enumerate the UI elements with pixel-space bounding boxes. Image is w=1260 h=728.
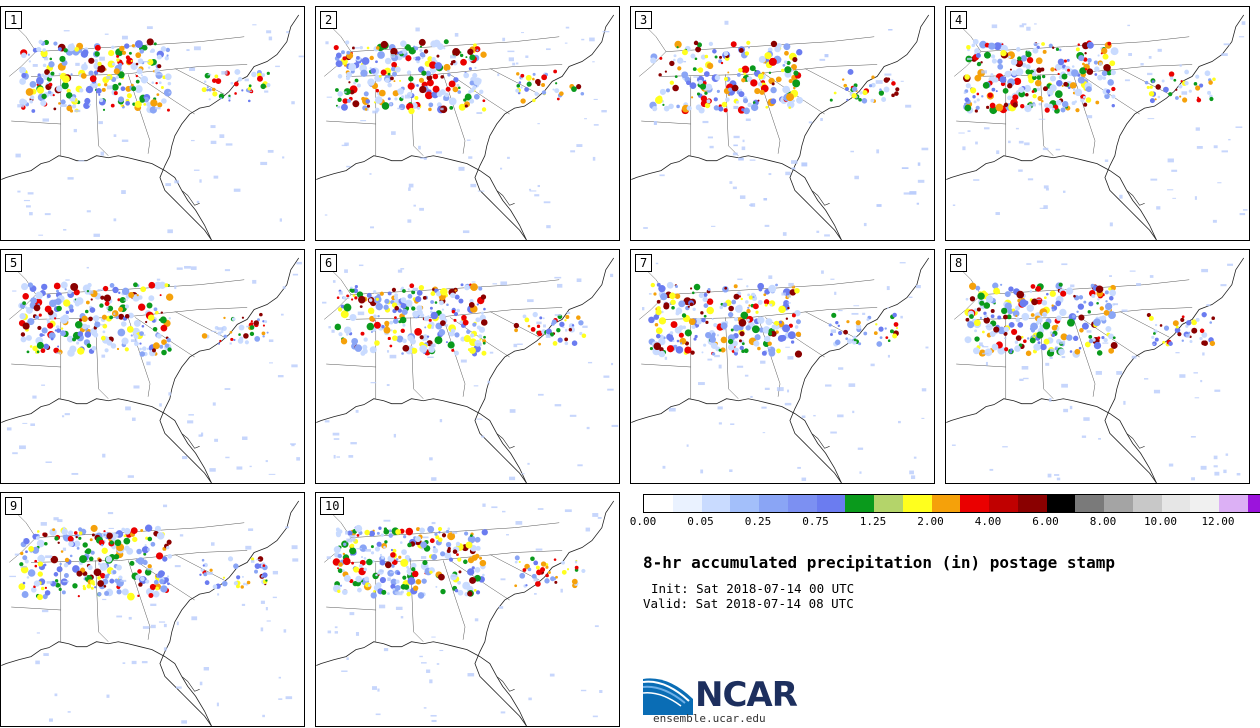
- member-number-label: 8: [950, 254, 968, 272]
- colorbar-swatch: [816, 495, 846, 512]
- colorbar-swatch: [874, 495, 903, 512]
- precip-map-icon: [946, 257, 1245, 483]
- colorbar-swatch: [845, 495, 874, 512]
- colorbar-tick-labels: 0.00 0.05 0.25 0.75 1.25 2.00 4.00 6.00 8.00 10.0…: [630, 515, 1243, 529]
- ensemble-member-map-panel: 7: [630, 249, 935, 484]
- member-number-label: 1: [5, 11, 23, 29]
- member-number-label: 4: [950, 11, 968, 29]
- precip-map-icon: [631, 257, 930, 483]
- colorbar-swatch: [960, 495, 989, 512]
- valid-time: Valid: Sat 2018-07-14 08 UTC: [643, 596, 854, 611]
- member-number-label: 2: [320, 11, 338, 29]
- colorbar-tick-label: 12.00: [1201, 515, 1235, 528]
- colorbar-tick-label: 0.00: [629, 515, 657, 528]
- ensemble-member-map-panel: 4: [945, 6, 1250, 241]
- colorbar-swatch: [1219, 495, 1248, 512]
- colorbar-tick-label: 0.25: [744, 515, 772, 528]
- ensemble-member-map-panel: 8: [945, 249, 1250, 484]
- member-number-label: 10: [320, 497, 345, 515]
- colorbar-swatch: [931, 495, 961, 512]
- colorbar-tick-label: 1.25: [859, 515, 887, 528]
- colorbar-tick-label: 8.00: [1089, 515, 1117, 528]
- colorbar-swatch: [1075, 495, 1104, 512]
- product-title: 8-hr accumulated precipitation (in) post…: [643, 553, 1116, 572]
- ensemble-member-map-panel: 9: [0, 492, 305, 727]
- colorbar-tick-label: 4.00: [974, 515, 1002, 528]
- member-number-label: 5: [5, 254, 23, 272]
- precip-map-icon: [1, 14, 304, 240]
- precip-map-icon: [946, 14, 1248, 240]
- colorbar-swatch: [902, 495, 932, 512]
- ensemble-member-map-panel: 2: [315, 6, 620, 241]
- colorbar-swatch: [1247, 495, 1260, 512]
- member-number-label: 3: [635, 11, 653, 29]
- colorbar-tick-label: 10.00: [1143, 515, 1178, 528]
- precip-map-icon: [316, 14, 615, 240]
- colorbar-swatch: [730, 495, 759, 512]
- colorbar-swatch: [759, 495, 788, 512]
- member-number-label: 7: [635, 254, 653, 272]
- member-number-label: 6: [320, 254, 338, 272]
- colorbar-swatch: [644, 495, 673, 512]
- colorbar-tick-label: 2.00: [917, 515, 944, 528]
- precip-map-icon: [316, 500, 615, 726]
- colorbar-swatch: [1046, 495, 1076, 512]
- precip-map-icon: [631, 14, 930, 240]
- precip-colorbar: [643, 494, 1260, 513]
- colorbar-tick-label: 0.75: [802, 515, 829, 528]
- precip-map-icon: [316, 257, 619, 483]
- colorbar-swatch: [1132, 495, 1162, 512]
- colorbar-swatch: [1104, 495, 1133, 512]
- init-time: Init: Sat 2018-07-14 00 UTC: [651, 581, 855, 596]
- colorbar-tick-label: 0.05: [687, 515, 714, 528]
- member-number-label: 9: [5, 497, 23, 515]
- ensemble-member-map-panel: 3: [630, 6, 935, 241]
- ensemble-member-map-panel: 10: [315, 492, 620, 727]
- colorbar-swatch: [701, 495, 731, 512]
- ensemble-member-map-panel: 5: [0, 249, 305, 484]
- ncar-logo-text: NCAR: [695, 675, 798, 715]
- precip-map-icon: [1, 500, 300, 726]
- colorbar-swatch: [1161, 495, 1191, 512]
- ensemble-member-map-panel: 6: [315, 249, 620, 484]
- colorbar-tick-label: 6.00: [1032, 515, 1059, 528]
- ensemble-member-map-panel: 1: [0, 6, 305, 241]
- colorbar-swatch: [1017, 495, 1047, 512]
- colorbar-swatch: [989, 495, 1018, 512]
- colorbar-swatch: [787, 495, 817, 512]
- colorbar-swatch: [1190, 495, 1219, 512]
- ncar-logo-icon: [643, 678, 693, 715]
- colorbar-swatch: [672, 495, 702, 512]
- precip-map-icon: [1, 257, 302, 483]
- site-url: ensemble.ucar.edu: [653, 712, 766, 725]
